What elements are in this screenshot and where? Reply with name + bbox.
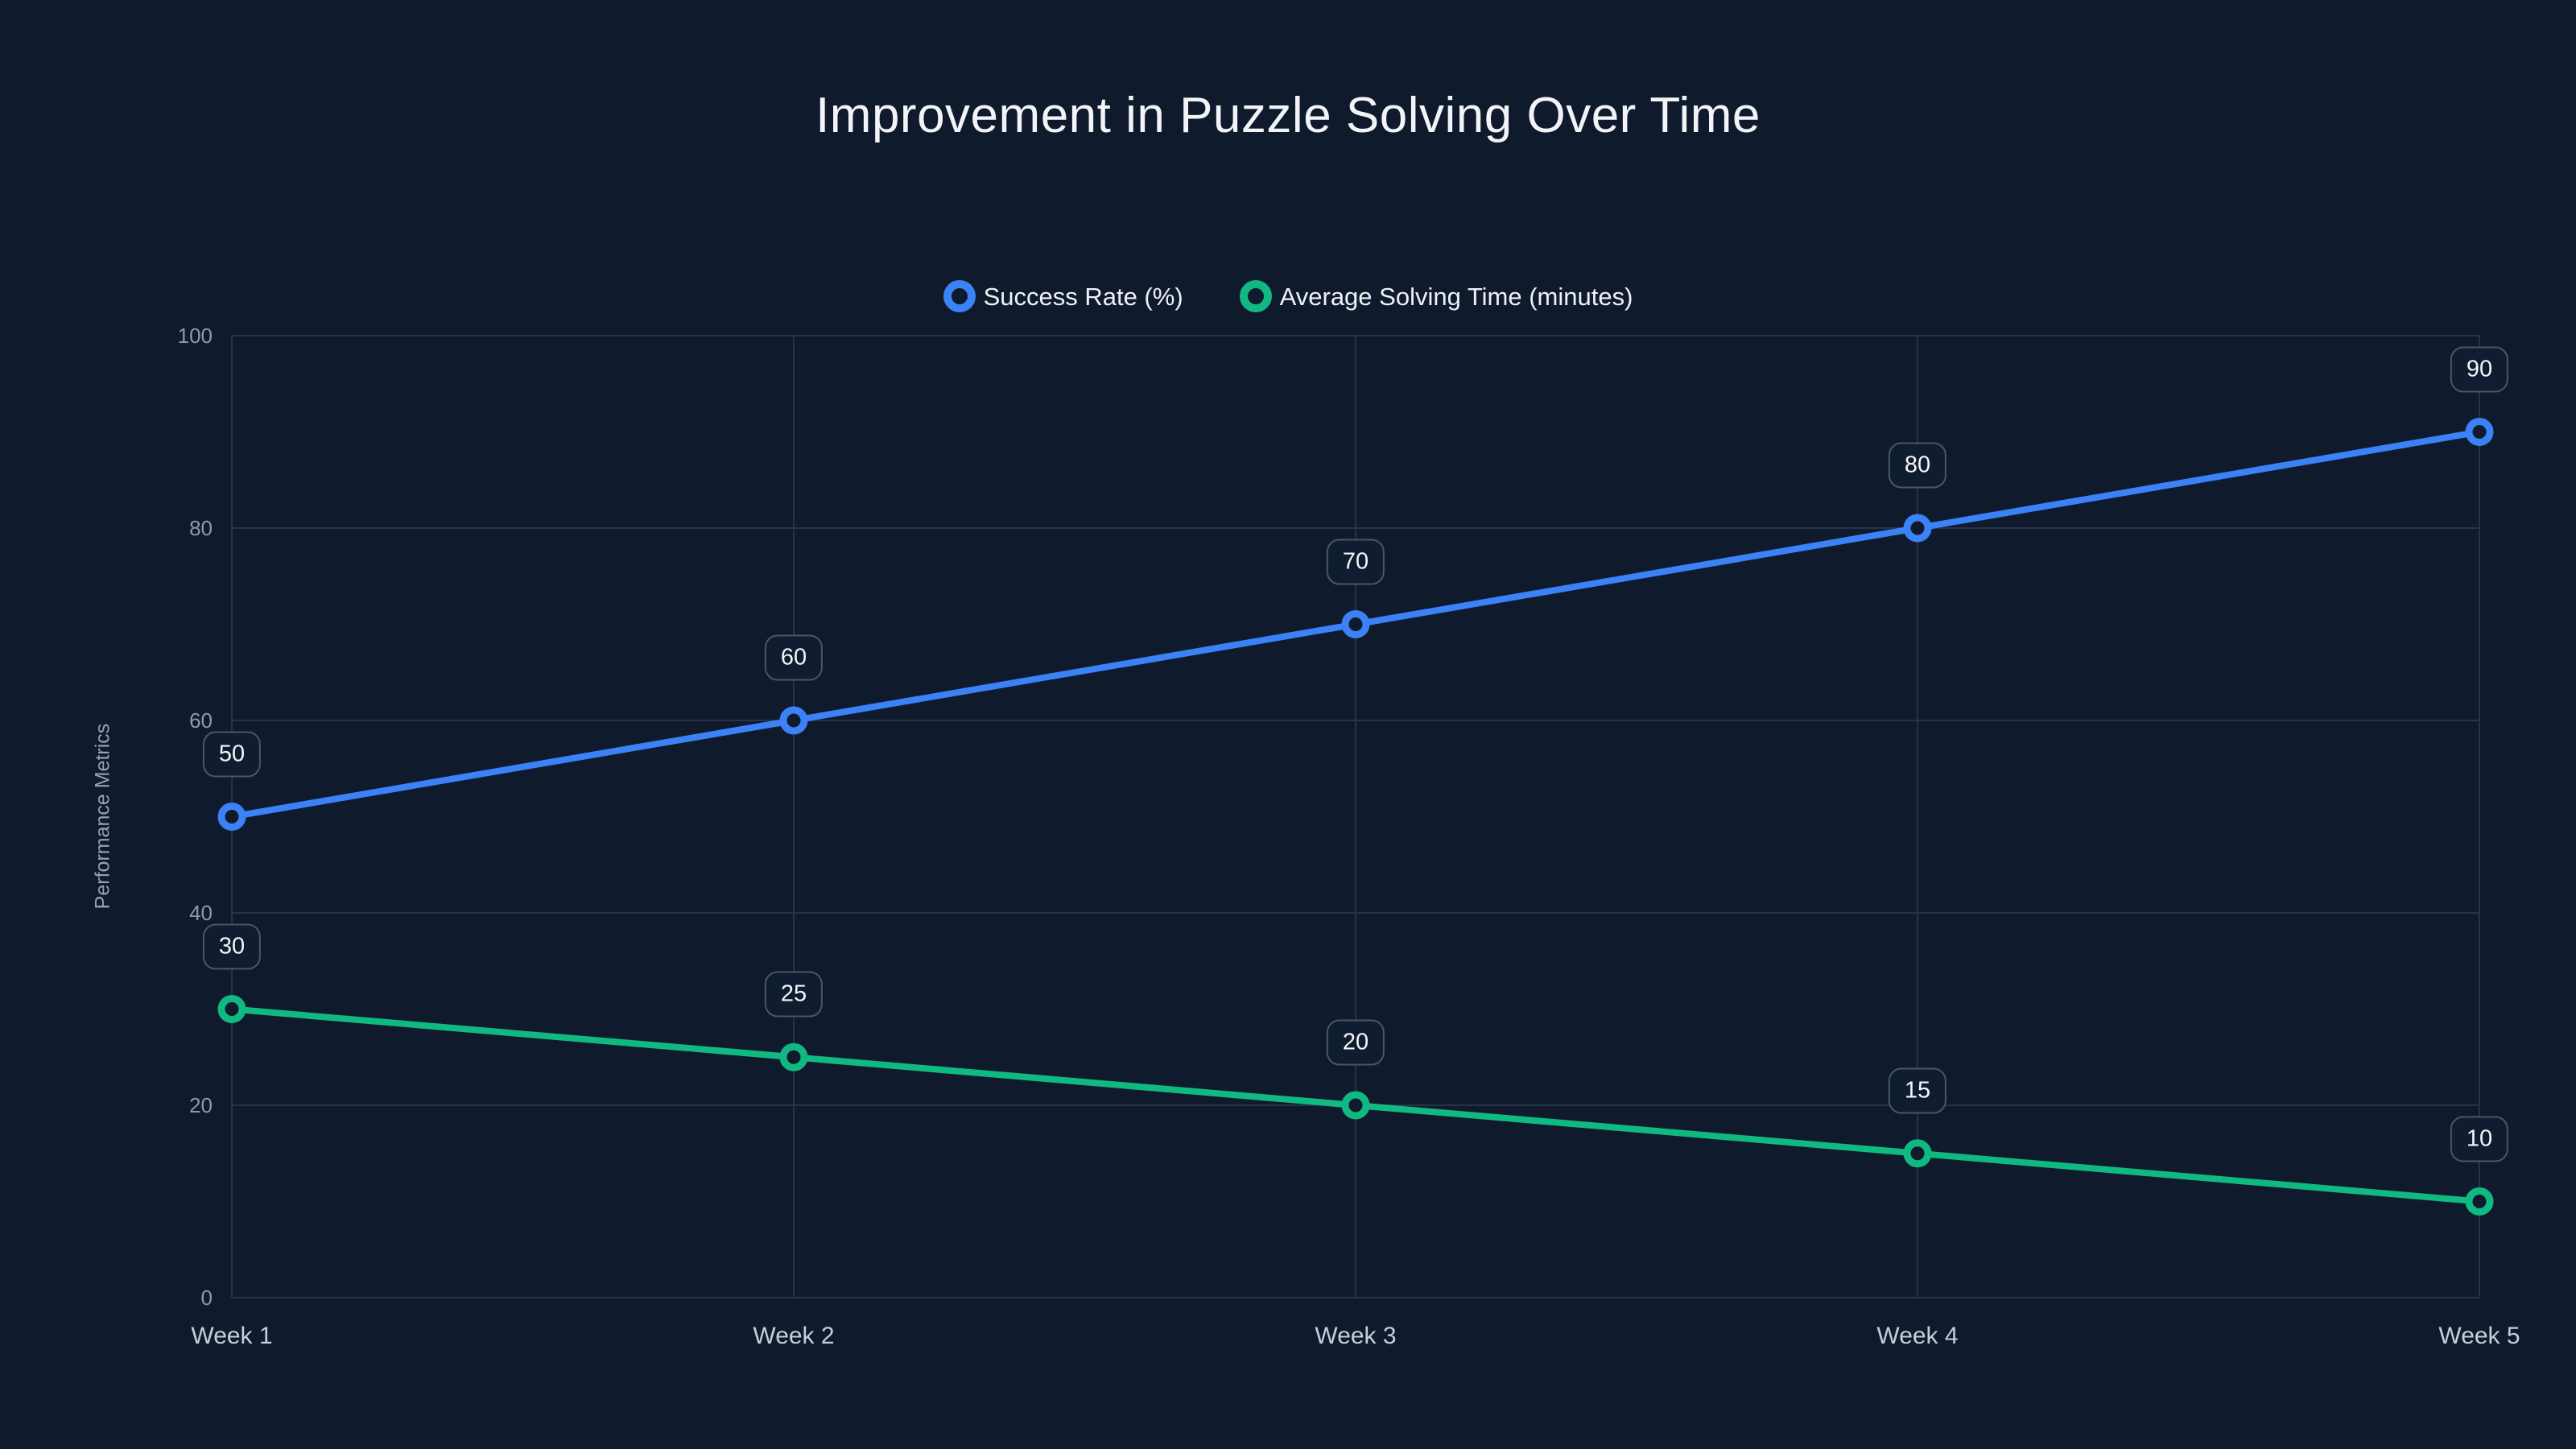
legend: Success Rate (%) Average Solving Time (mi… [0, 280, 2576, 312]
legend-label: Success Rate (%) [983, 282, 1183, 311]
data-point[interactable] [1341, 1091, 1370, 1120]
data-label-badge: 90 [2450, 346, 2509, 392]
y-axis-tick-label: 40 [189, 901, 213, 925]
data-label-badge: 25 [764, 971, 824, 1018]
x-axis-tick-label: Week 4 [1876, 1323, 1959, 1349]
data-point[interactable] [217, 995, 246, 1023]
data-point[interactable] [217, 803, 246, 831]
x-axis-tick-label: Week 5 [2438, 1323, 2520, 1349]
y-axis-tick-label: 100 [177, 324, 213, 348]
legend-marker-icon [1239, 280, 1272, 312]
y-axis-tick-label: 60 [189, 708, 213, 733]
x-axis-tick-label: Week 3 [1315, 1323, 1397, 1349]
data-label-badge: 80 [1888, 442, 1947, 489]
data-point[interactable] [1903, 1139, 1932, 1168]
data-label-badge: 30 [202, 923, 262, 969]
legend-item-0[interactable]: Success Rate (%) [943, 280, 1183, 312]
data-point[interactable] [2465, 418, 2494, 446]
data-point[interactable] [779, 1042, 808, 1071]
legend-item-1[interactable]: Average Solving Time (minutes) [1239, 280, 1633, 312]
x-axis-tick-label: Week 2 [753, 1323, 835, 1349]
data-label-badge: 60 [764, 634, 824, 681]
data-point[interactable] [2465, 1187, 2494, 1216]
y-axis-tick-label: 0 [200, 1286, 213, 1310]
data-point[interactable] [779, 706, 808, 735]
data-label-badge: 10 [2450, 1116, 2509, 1162]
legend-marker-icon [943, 280, 976, 312]
data-label-badge: 70 [1326, 539, 1385, 584]
legend-label: Average Solving Time (minutes) [1279, 282, 1633, 311]
data-label-badge: 50 [202, 731, 262, 777]
data-point[interactable] [1903, 514, 1932, 543]
data-point[interactable] [1341, 610, 1370, 638]
chart-title: Improvement in Puzzle Solving Over Time [815, 88, 1761, 143]
y-axis-tick-label: 80 [189, 516, 213, 540]
data-label-badge: 15 [1888, 1067, 1947, 1114]
x-axis-tick-label: Week 1 [191, 1323, 273, 1349]
data-label-badge: 20 [1326, 1019, 1385, 1066]
y-axis-tick-label: 20 [189, 1093, 213, 1117]
